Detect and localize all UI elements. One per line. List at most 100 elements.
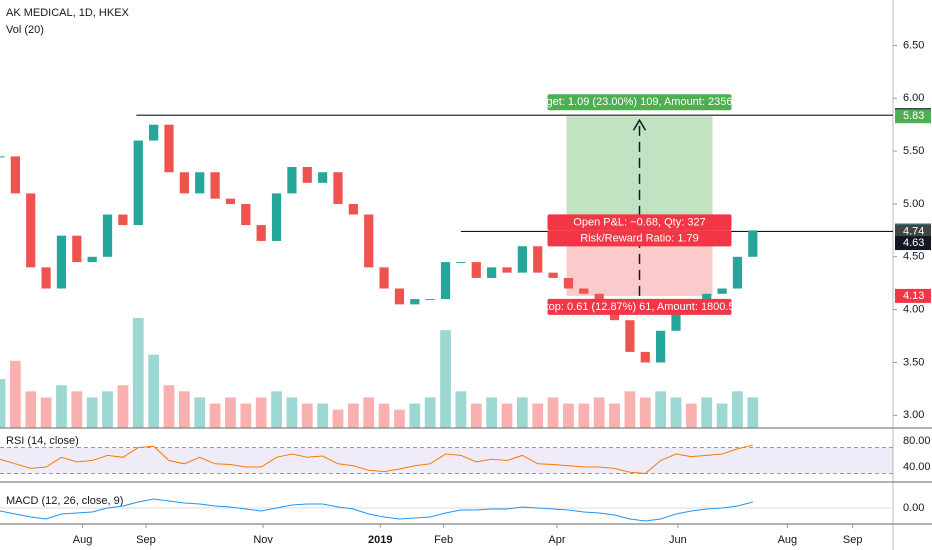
price-tag-label: 5.83 [903,110,924,122]
candle [10,156,20,194]
volume-bar [148,354,160,428]
volume-bar [286,397,298,428]
candle [271,193,282,241]
y-tick-label: 4.50 [903,251,924,263]
price-tag-label: 4.63 [903,237,924,249]
x-tick-label: Aug [778,534,798,546]
x-tick-label: Nov [253,534,273,546]
volume-bar [255,397,267,428]
rsi-tick-label: 40.00 [903,461,931,473]
candle [517,246,527,273]
candle [0,156,5,158]
volume-bar [685,403,697,428]
y-tick-label: 4.00 [903,304,924,316]
price-tag [895,288,931,303]
volume-bar [440,330,451,428]
rsi-band [0,447,893,474]
target-label: Target: 1.09 (23.00%) 109, Amount: 2356.… [531,96,747,108]
volume-bar [747,397,759,428]
candle [241,203,251,226]
volume-bar [56,385,67,428]
ratio-label-bg [547,230,732,247]
volume-bar [639,397,651,428]
volume-label: Vol (20) [6,24,44,36]
price-tag [895,109,931,124]
candle [717,288,727,294]
candle [364,214,374,268]
volume-bar [102,391,113,428]
volume-bar [716,403,728,428]
volume-bar [40,397,52,428]
arrow-head [632,118,647,131]
volume-bar [655,391,667,428]
candle [379,267,389,289]
volume-bar [670,397,682,428]
volume-bar [363,397,375,428]
volume-bar [71,391,83,428]
candle [456,262,466,264]
candle [487,267,497,278]
x-tick-label: Apr [548,534,565,546]
stop-label-bg [547,298,732,315]
volume-bar [609,403,620,428]
candle [118,214,128,226]
candle [256,225,266,241]
pnl-label: Open P&L: −0.68, Qty: 327 [573,216,705,228]
x-tick-label: Aug [73,534,93,546]
candle [394,288,405,305]
pnl-label-bg [547,214,732,231]
volume-bar [240,403,252,428]
candle [671,299,681,331]
volume-bar [225,397,236,428]
y-tick-label: 5.50 [903,145,924,157]
candle [348,203,358,215]
y-tick-label: 3.50 [903,356,924,368]
volume-bar [624,391,636,428]
candle [425,299,435,301]
volume-bar [486,397,498,428]
candle [748,230,758,257]
volume-bar [409,403,421,428]
volume-bar [563,403,574,428]
candle [563,277,574,289]
candle [179,172,189,194]
candle [625,320,635,352]
candle [26,193,36,268]
candle [102,214,113,257]
candle [133,140,143,226]
candle [225,198,236,204]
candle [640,351,650,363]
volume-bar [455,391,467,428]
volume-bar [347,403,359,428]
volume-bar [132,318,144,428]
stop-label: Stop: 0.61 (12.87%) 61, Amount: 1800.53 [538,301,740,313]
y-tick-label: 6.50 [903,39,924,51]
x-tick-label: Sep [843,534,863,546]
macd-tick-label: 0.00 [903,502,924,514]
x-tick-label: Jun [669,534,687,546]
volume-bar [163,385,175,428]
candle [149,124,159,141]
volume-bar [593,397,605,428]
volume-bar [301,403,313,428]
candle [333,172,343,204]
rsi-label: RSI (14, close) [6,435,79,447]
volume-bar [317,403,329,428]
volume-bar [86,397,98,428]
candle [410,299,420,305]
volume-bar [9,360,21,428]
volume-bar [501,403,513,428]
volume-bar [194,397,206,428]
volume-bar [0,379,6,428]
ratio-label: Risk/Reward Ratio: 1.79 [580,232,699,244]
chart-title: AK MEDICAL, 1D, HKEX [6,7,130,19]
candle [318,172,328,183]
candle [302,166,312,183]
candle [502,267,512,273]
volume-bar [732,391,743,428]
candle [72,235,82,263]
candle [548,272,558,278]
candle [87,256,97,263]
